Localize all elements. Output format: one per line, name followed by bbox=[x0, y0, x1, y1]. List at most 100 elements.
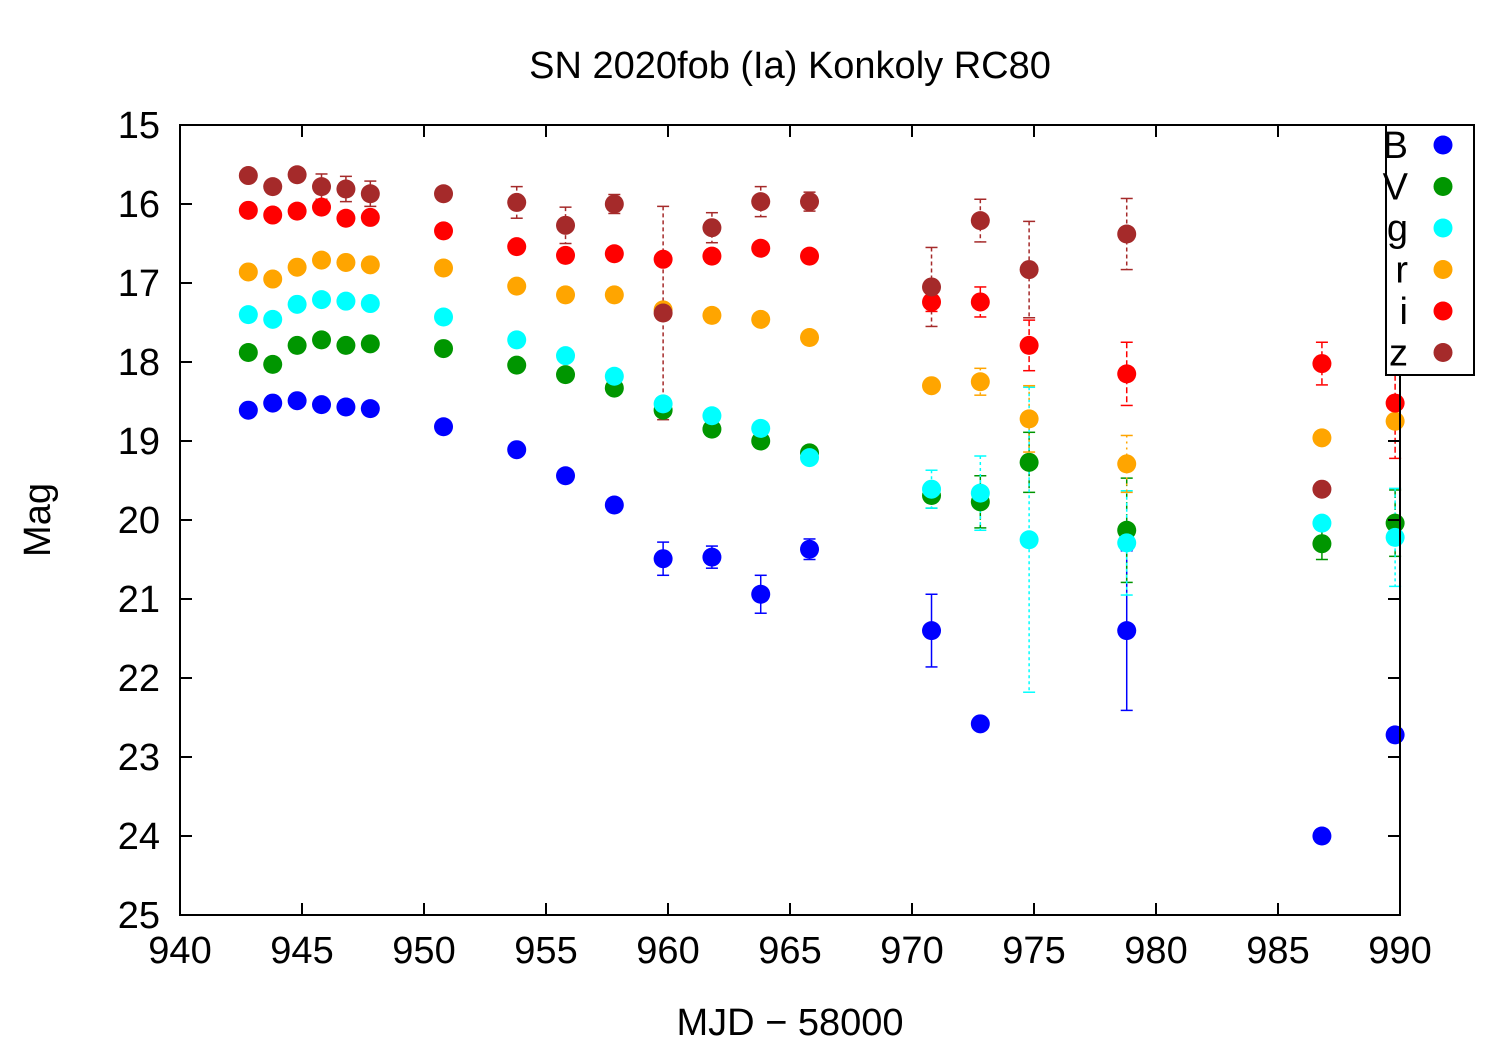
x-tick-label: 970 bbox=[880, 930, 943, 972]
data-point-z bbox=[434, 184, 454, 204]
legend-label-r: r bbox=[1395, 250, 1408, 292]
data-point-V bbox=[360, 334, 380, 354]
legend-label-g: g bbox=[1387, 208, 1408, 250]
x-tick-label: 980 bbox=[1124, 930, 1187, 972]
data-point-B bbox=[312, 395, 332, 415]
data-points bbox=[238, 165, 1405, 846]
data-point-B bbox=[360, 399, 380, 419]
data-point-V bbox=[287, 335, 307, 355]
data-point-i bbox=[287, 201, 307, 221]
data-point-i bbox=[312, 197, 332, 217]
data-point-g bbox=[238, 305, 258, 325]
data-point-i bbox=[336, 208, 356, 228]
error-bar-r bbox=[1120, 434, 1133, 494]
x-tick-label: 945 bbox=[270, 930, 333, 972]
data-point-V bbox=[1312, 534, 1332, 554]
data-point-r bbox=[1117, 454, 1137, 474]
y-tick-label: 19 bbox=[118, 421, 160, 463]
data-point-V bbox=[336, 335, 356, 355]
x-axis-label: MJD − 58000 bbox=[676, 1002, 903, 1044]
data-point-r bbox=[263, 269, 283, 289]
data-point-r bbox=[1385, 411, 1405, 431]
data-point-g bbox=[556, 346, 576, 366]
data-point-r bbox=[556, 285, 576, 305]
data-point-g bbox=[263, 309, 283, 329]
data-point-i bbox=[604, 244, 624, 264]
data-point-B bbox=[751, 584, 771, 604]
legend-label-B: B bbox=[1383, 125, 1408, 167]
data-point-i bbox=[702, 246, 722, 266]
data-point-V bbox=[312, 330, 332, 350]
data-point-g bbox=[507, 330, 527, 350]
legend-marker-B bbox=[1433, 135, 1453, 155]
data-point-g bbox=[287, 294, 307, 314]
data-point-g bbox=[360, 294, 380, 314]
legend-marker-V bbox=[1433, 177, 1453, 196]
data-point-B bbox=[1117, 621, 1137, 641]
data-point-g bbox=[702, 406, 722, 426]
data-point-i bbox=[434, 221, 454, 241]
x-tick-label: 990 bbox=[1368, 930, 1431, 972]
data-point-r bbox=[434, 258, 454, 278]
data-point-V bbox=[702, 419, 722, 439]
data-point-i bbox=[1117, 364, 1137, 384]
data-point-g bbox=[1312, 513, 1332, 533]
legend-marker-g bbox=[1433, 218, 1453, 238]
data-point-B bbox=[556, 466, 576, 486]
axis-ticks: 940 945 950 955 960 965 970 975 980 985 990 15 16 17 1… bbox=[118, 105, 1432, 972]
data-point-i bbox=[1385, 393, 1405, 413]
y-tick-label: 24 bbox=[118, 816, 160, 858]
data-point-B bbox=[263, 393, 283, 413]
data-point-V bbox=[263, 354, 283, 374]
data-point-r bbox=[604, 285, 624, 305]
legend-label-i: i bbox=[1400, 291, 1408, 333]
data-point-V bbox=[238, 343, 258, 363]
data-point-g bbox=[1385, 527, 1405, 547]
y-tick-label: 15 bbox=[118, 105, 160, 147]
data-point-B bbox=[1312, 826, 1332, 846]
data-point-B bbox=[653, 549, 673, 569]
data-point-z bbox=[287, 165, 307, 185]
data-point-i bbox=[1019, 335, 1039, 355]
error-bar-i bbox=[974, 286, 987, 318]
legend-box bbox=[1385, 124, 1475, 376]
legend-marker-r bbox=[1433, 260, 1453, 279]
data-point-g bbox=[604, 366, 624, 386]
data-point-r bbox=[287, 257, 307, 277]
data-point-g bbox=[336, 291, 356, 311]
data-point-B bbox=[287, 391, 307, 411]
data-point-r bbox=[336, 252, 356, 272]
data-point-B bbox=[922, 621, 942, 641]
error-bar-z bbox=[1023, 220, 1036, 319]
data-point-r bbox=[922, 376, 942, 396]
y-tick-label: 22 bbox=[118, 658, 160, 700]
x-tick-label: 955 bbox=[514, 930, 577, 972]
legend-marker-z bbox=[1433, 343, 1453, 362]
y-axis-label: Mag bbox=[17, 483, 59, 557]
legend-label-V: V bbox=[1383, 167, 1409, 209]
data-point-z bbox=[312, 177, 332, 197]
y-tick-label: 23 bbox=[118, 737, 160, 779]
data-point-z bbox=[751, 192, 771, 212]
data-point-B bbox=[336, 397, 356, 417]
data-point-i bbox=[238, 200, 258, 220]
x-tick-label: 940 bbox=[148, 930, 211, 972]
y-tick-label: 17 bbox=[118, 263, 160, 305]
y-tick-label: 21 bbox=[118, 579, 160, 621]
data-point-r bbox=[360, 255, 380, 275]
x-tick-label: 985 bbox=[1246, 930, 1309, 972]
data-point-B bbox=[507, 440, 527, 460]
data-point-z bbox=[1019, 260, 1039, 280]
data-point-B bbox=[800, 539, 820, 559]
data-point-V bbox=[507, 355, 527, 375]
data-point-i bbox=[556, 245, 576, 265]
data-point-g bbox=[1117, 533, 1137, 553]
data-point-g bbox=[653, 394, 673, 414]
data-point-B bbox=[434, 417, 454, 437]
data-point-i bbox=[263, 205, 283, 225]
data-point-g bbox=[312, 290, 332, 310]
data-point-z bbox=[263, 177, 283, 197]
